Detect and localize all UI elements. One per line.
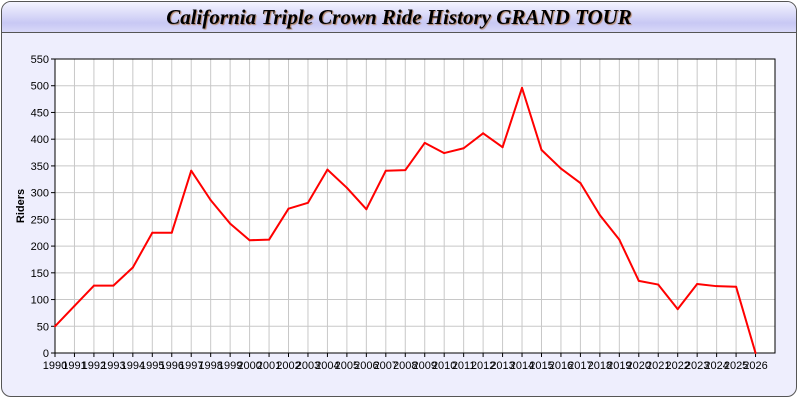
y-tick-label: 300 xyxy=(31,188,49,200)
data-point xyxy=(248,239,251,242)
x-tick-label: 1996 xyxy=(160,360,184,372)
x-tick-label: 2025 xyxy=(724,360,748,372)
data-point xyxy=(404,169,407,172)
x-tick-label: 2011 xyxy=(452,360,476,372)
x-tick-label: 2020 xyxy=(627,360,651,372)
x-tick-label: 2016 xyxy=(549,360,573,372)
x-tick-label: 1993 xyxy=(101,360,125,372)
data-point xyxy=(618,238,621,241)
data-point xyxy=(637,279,640,282)
x-tick-label: 2004 xyxy=(315,360,339,372)
y-tick-label: 550 xyxy=(31,54,49,66)
y-tick-label: 250 xyxy=(31,214,49,226)
data-point xyxy=(501,146,504,149)
x-tick-label: 1999 xyxy=(218,360,242,372)
x-tick-label: 2012 xyxy=(471,360,495,372)
data-point xyxy=(521,86,524,89)
x-tick-label: 2015 xyxy=(529,360,553,372)
data-point xyxy=(657,283,660,286)
x-tick-label: 2024 xyxy=(704,360,728,372)
x-tick-label: 2026 xyxy=(743,360,767,372)
x-tick-label: 2003 xyxy=(296,360,320,372)
data-point xyxy=(112,284,115,287)
data-point xyxy=(345,186,348,189)
x-tick-label: 2017 xyxy=(568,360,592,372)
data-point xyxy=(696,283,699,286)
y-tick-label: 400 xyxy=(31,134,49,146)
chart-title: California Triple Crown Ride History GRA… xyxy=(166,5,632,29)
data-point xyxy=(287,207,290,210)
x-tick-label: 2014 xyxy=(510,360,534,372)
data-point xyxy=(92,284,95,287)
data-point xyxy=(715,285,718,288)
data-point xyxy=(54,325,56,328)
data-point xyxy=(579,182,582,185)
data-point xyxy=(443,152,446,155)
x-tick-label: 2019 xyxy=(607,360,631,372)
x-tick-label: 2007 xyxy=(374,360,398,372)
data-point xyxy=(306,201,309,204)
x-tick-label: 1994 xyxy=(121,360,145,372)
x-tick-label: 2000 xyxy=(237,360,261,372)
data-point xyxy=(559,167,562,170)
y-axis-label: Riders xyxy=(15,189,27,223)
data-point xyxy=(598,214,601,217)
x-tick-label: 2008 xyxy=(393,360,417,372)
x-tick-label: 1997 xyxy=(179,360,203,372)
x-tick-label: 2022 xyxy=(665,360,689,372)
y-tick-label: 100 xyxy=(31,295,49,307)
x-tick-label: 2018 xyxy=(588,360,612,372)
data-point xyxy=(131,266,134,269)
x-tick-label: 2009 xyxy=(412,360,436,372)
data-point xyxy=(423,141,426,144)
x-tick-label: 2005 xyxy=(335,360,359,372)
plot-border xyxy=(54,58,776,354)
data-point xyxy=(170,231,173,234)
x-tick-label: 1991 xyxy=(62,360,86,372)
plot-area xyxy=(55,59,775,353)
y-tick-label: 450 xyxy=(31,107,49,119)
data-point xyxy=(754,352,757,354)
y-tick-label: 200 xyxy=(31,241,49,253)
y-tick-label: 150 xyxy=(31,268,49,280)
data-point xyxy=(462,147,465,150)
title-banner: California Triple Crown Ride History GRA… xyxy=(2,2,796,33)
data-point xyxy=(209,199,212,202)
data-point xyxy=(268,238,271,241)
x-tick-label: 1998 xyxy=(198,360,222,372)
y-tick-label: 0 xyxy=(43,348,49,360)
y-tick-label: 50 xyxy=(37,321,49,333)
data-point xyxy=(229,222,232,225)
data-point xyxy=(151,231,154,234)
data-point xyxy=(365,208,368,211)
y-tick-label: 350 xyxy=(31,161,49,173)
x-tick-label: 2006 xyxy=(354,360,378,372)
y-tick-label: 500 xyxy=(31,81,49,93)
data-point xyxy=(482,132,485,135)
x-tick-label: 2023 xyxy=(685,360,709,372)
x-tick-label: 1990 xyxy=(43,360,67,372)
x-tick-label: 2010 xyxy=(432,360,456,372)
data-point xyxy=(73,304,76,307)
x-tick-label: 2013 xyxy=(490,360,514,372)
x-tick-label: 2021 xyxy=(646,360,670,372)
data-point xyxy=(540,148,543,151)
data-point xyxy=(384,169,387,172)
data-point xyxy=(676,308,679,311)
data-point xyxy=(735,285,738,288)
x-tick-label: 2002 xyxy=(276,360,300,372)
x-tick-label: 1992 xyxy=(82,360,106,372)
x-tick-label: 2001 xyxy=(257,360,281,372)
data-point xyxy=(190,169,193,172)
data-point xyxy=(326,168,329,171)
x-tick-label: 1995 xyxy=(140,360,164,372)
